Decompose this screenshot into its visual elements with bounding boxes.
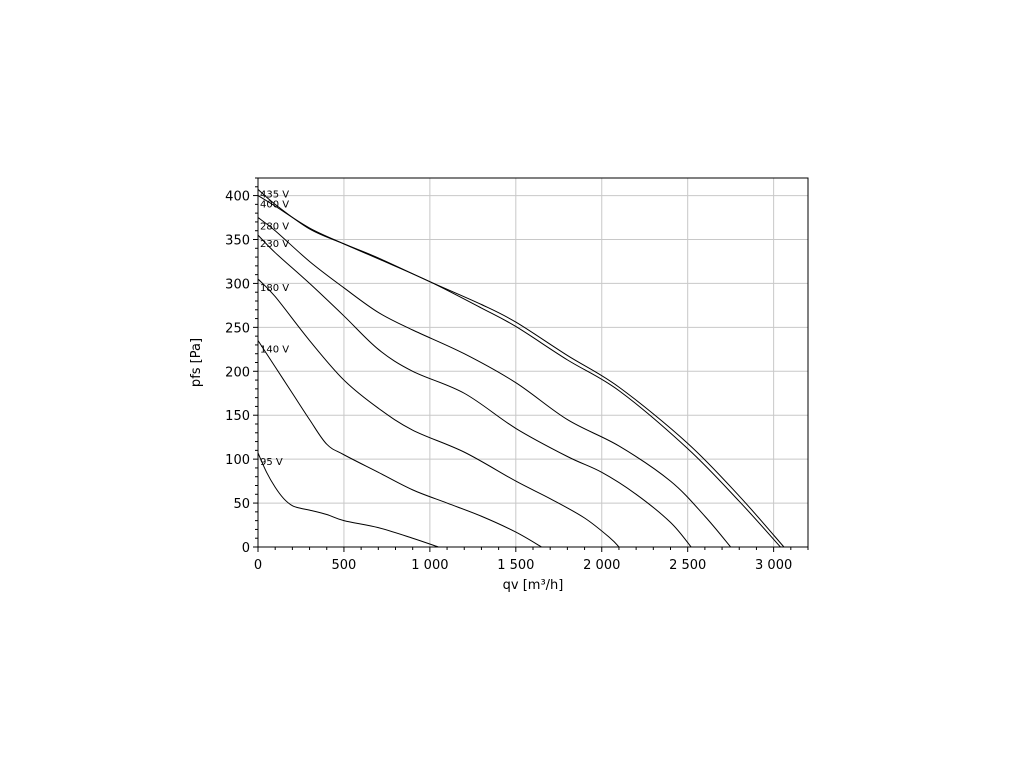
x-tick-label: 0 (254, 558, 262, 573)
y-tick-label: 0 (242, 541, 250, 556)
x-tick-label: 2 000 (583, 558, 620, 573)
y-axis-ticks: 0 50 100 150 200 250 300 350 400 (225, 177, 258, 556)
series-label: 400 V (260, 200, 289, 211)
series-line-280-v (257, 217, 732, 548)
y-tick-label: 150 (225, 409, 250, 424)
x-tick-label: 3 000 (755, 558, 792, 573)
y-tick-label: 100 (225, 453, 250, 468)
series-label: 180 V (260, 283, 289, 294)
x-tick-label: 2 500 (669, 558, 706, 573)
series-line-435-v (257, 189, 785, 548)
x-axis-title: qv [m³/h] (503, 578, 564, 593)
series-curves (257, 189, 785, 548)
series-line-95-v (257, 452, 439, 548)
y-tick-label: 50 (233, 497, 250, 512)
series-line-230-v (257, 234, 692, 548)
series-line-180-v (257, 278, 620, 548)
x-axis-ticks: 0 500 1 000 1 500 2 000 2 500 3 000 (254, 547, 809, 573)
series-label: 140 V (260, 345, 289, 356)
series-label: 230 V (260, 239, 289, 250)
grid-lines (257, 178, 808, 548)
x-tick-label: 500 (332, 558, 357, 573)
series-label: 280 V (260, 222, 289, 233)
y-tick-label: 350 (225, 234, 250, 249)
series-line-140-v (257, 340, 542, 548)
x-tick-label: 1 000 (411, 558, 448, 573)
y-axis-title: pfs [Pa] (189, 338, 204, 387)
series-label: 95 V (260, 457, 283, 468)
x-tick-label: 1 500 (497, 558, 534, 573)
y-tick-label: 400 (225, 190, 250, 205)
series-line-400-v (257, 195, 781, 548)
y-tick-label: 300 (225, 277, 250, 292)
series-label: 435 V (260, 189, 289, 200)
y-tick-label: 200 (225, 365, 250, 380)
y-tick-label: 250 (225, 321, 250, 336)
plot-frame (257, 177, 809, 548)
